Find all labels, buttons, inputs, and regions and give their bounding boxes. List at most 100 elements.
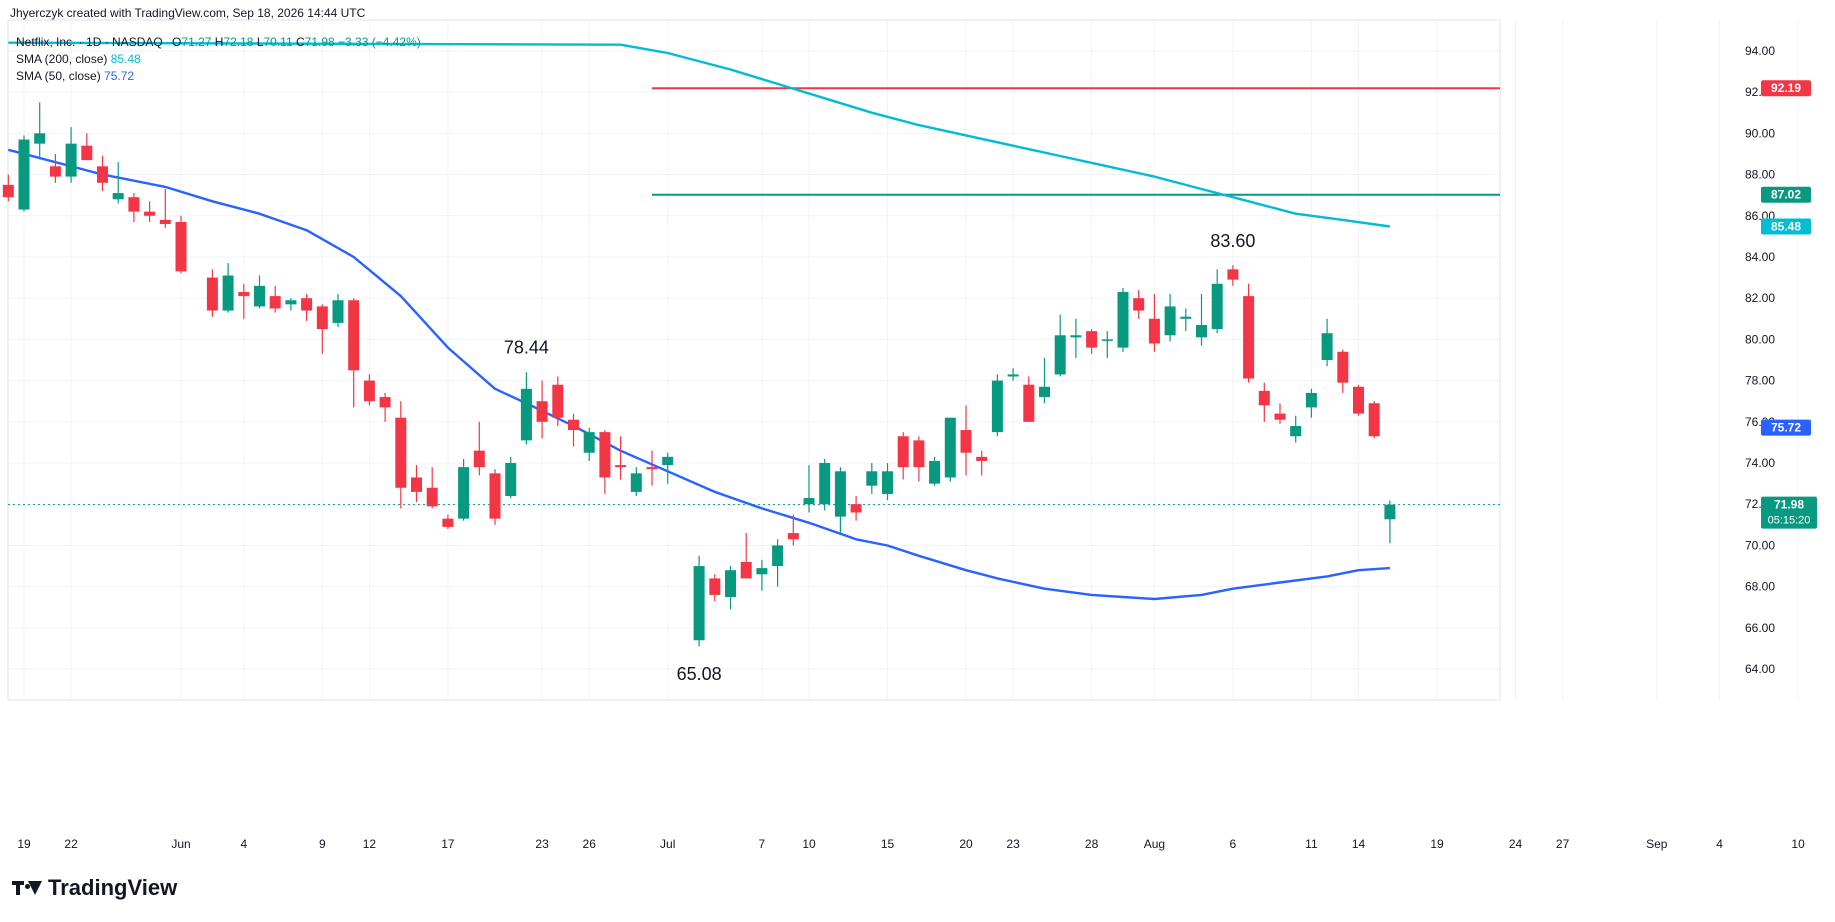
candle-body[interactable] — [1337, 351, 1349, 383]
candle-body[interactable] — [1180, 316, 1192, 319]
candle-body[interactable] — [144, 211, 156, 216]
candle-body[interactable] — [2, 184, 14, 198]
candle-body[interactable] — [1227, 269, 1239, 280]
candle-body[interactable] — [112, 193, 124, 200]
candle-body[interactable] — [1243, 296, 1255, 379]
candle-body[interactable] — [254, 285, 265, 307]
candle-body[interactable] — [866, 471, 878, 486]
candle-body[interactable] — [285, 300, 297, 305]
candle-body[interactable] — [379, 397, 391, 408]
candle-body[interactable] — [18, 139, 30, 210]
candle-body[interactable] — [1164, 306, 1176, 336]
candle-body[interactable] — [1117, 292, 1129, 348]
candle-body[interactable] — [897, 436, 909, 468]
sma50-line[interactable] — [7, 148, 1390, 601]
candle-body[interactable] — [615, 465, 627, 468]
candle-body[interactable] — [1070, 335, 1082, 338]
candle-body[interactable] — [1290, 425, 1302, 437]
x-tick-label: 28 — [1085, 837, 1099, 851]
candle-body[interactable] — [1086, 331, 1098, 348]
candle-body[interactable] — [568, 419, 579, 431]
candle-body[interactable] — [991, 380, 1003, 433]
candle-body[interactable] — [1368, 403, 1380, 437]
candle-body[interactable] — [756, 568, 768, 575]
candle-body[interactable] — [65, 143, 77, 177]
candle-body[interactable] — [960, 430, 972, 453]
candle-body[interactable] — [882, 471, 893, 494]
candle-body[interactable] — [709, 578, 721, 595]
candle-body[interactable] — [536, 401, 548, 422]
candle-body[interactable] — [1305, 392, 1317, 408]
candle-body[interactable] — [175, 221, 187, 272]
candle-body[interactable] — [159, 219, 171, 224]
candle-body[interactable] — [411, 477, 422, 492]
candle-body[interactable] — [662, 456, 674, 466]
candle-body[interactable] — [1211, 283, 1223, 330]
x-tick-label: 4 — [240, 837, 247, 851]
candle-body[interactable] — [316, 306, 328, 330]
candle-body[interactable] — [34, 133, 46, 144]
candle-body[interactable] — [97, 166, 108, 183]
plot-area — [7, 19, 1501, 701]
candle-body[interactable] — [787, 533, 799, 540]
candle-body[interactable] — [49, 166, 61, 177]
candle-body[interactable] — [599, 432, 611, 478]
candle-body[interactable] — [850, 504, 862, 513]
candle-body[interactable] — [1133, 298, 1145, 311]
sma200-line[interactable] — [8, 41, 1391, 228]
candle-body[interactable] — [819, 463, 831, 505]
candle-body[interactable] — [1023, 384, 1035, 422]
candle-body[interactable] — [301, 298, 313, 311]
candle-body[interactable] — [772, 545, 784, 567]
candle-body[interactable] — [238, 292, 250, 297]
tradingview-logo[interactable]: TradingView — [12, 875, 177, 901]
candle-body[interactable] — [552, 384, 564, 418]
candle-body[interactable] — [222, 275, 234, 311]
candle-body[interactable] — [442, 518, 454, 527]
candle-body[interactable] — [363, 380, 375, 402]
candle-body[interactable] — [1321, 333, 1333, 360]
legend-sma200-value: 85.48 — [110, 52, 141, 66]
candle-body[interactable] — [976, 456, 988, 461]
candle-body[interactable] — [834, 471, 846, 517]
candle-body[interactable] — [520, 388, 532, 441]
candle-body[interactable] — [913, 440, 925, 468]
candle-body[interactable] — [269, 296, 281, 309]
candle-body[interactable] — [473, 450, 485, 468]
candle-body[interactable] — [740, 561, 752, 579]
candle-body[interactable] — [206, 277, 218, 311]
x-tick-label: 24 — [1509, 837, 1523, 851]
candle-body[interactable] — [944, 417, 956, 478]
candle-body[interactable] — [458, 467, 470, 519]
candle-body[interactable] — [929, 460, 941, 484]
candle-body[interactable] — [332, 300, 344, 323]
legend-sma200-row[interactable]: SMA (200, close) 85.48 — [16, 51, 421, 68]
candle-body[interactable] — [81, 145, 93, 161]
candle-body[interactable] — [1148, 318, 1160, 344]
candle-body[interactable] — [489, 473, 501, 519]
candle-body[interactable] — [1007, 374, 1019, 377]
legend-sma50-row[interactable]: SMA (50, close) 75.72 — [16, 68, 421, 85]
candle-body[interactable] — [583, 432, 595, 453]
candle-body[interactable] — [426, 487, 438, 507]
candle-body[interactable] — [630, 473, 642, 492]
candle-body[interactable] — [1274, 413, 1286, 420]
candle-body[interactable] — [1101, 339, 1113, 341]
candle-body[interactable] — [395, 417, 407, 488]
candle-body[interactable] — [1258, 390, 1270, 406]
candle-body[interactable] — [128, 197, 140, 212]
x-tick-label: Aug — [1144, 837, 1165, 851]
legend-ohlc-row[interactable]: Netflix, Inc. · 1D · NASDAQ O71.27 H72.1… — [16, 34, 421, 51]
candle-body[interactable] — [725, 570, 736, 597]
candle-body[interactable] — [348, 300, 360, 371]
candle-body[interactable] — [1384, 504, 1396, 520]
candle-body[interactable] — [1353, 386, 1364, 414]
candle-body[interactable] — [505, 463, 517, 496]
candle-body[interactable] — [1054, 335, 1066, 375]
candle-body[interactable] — [803, 498, 815, 505]
candle-body[interactable] — [646, 467, 658, 470]
candle-body[interactable] — [1039, 386, 1050, 398]
candle-body[interactable] — [693, 566, 705, 641]
candle-body[interactable] — [1196, 324, 1207, 338]
